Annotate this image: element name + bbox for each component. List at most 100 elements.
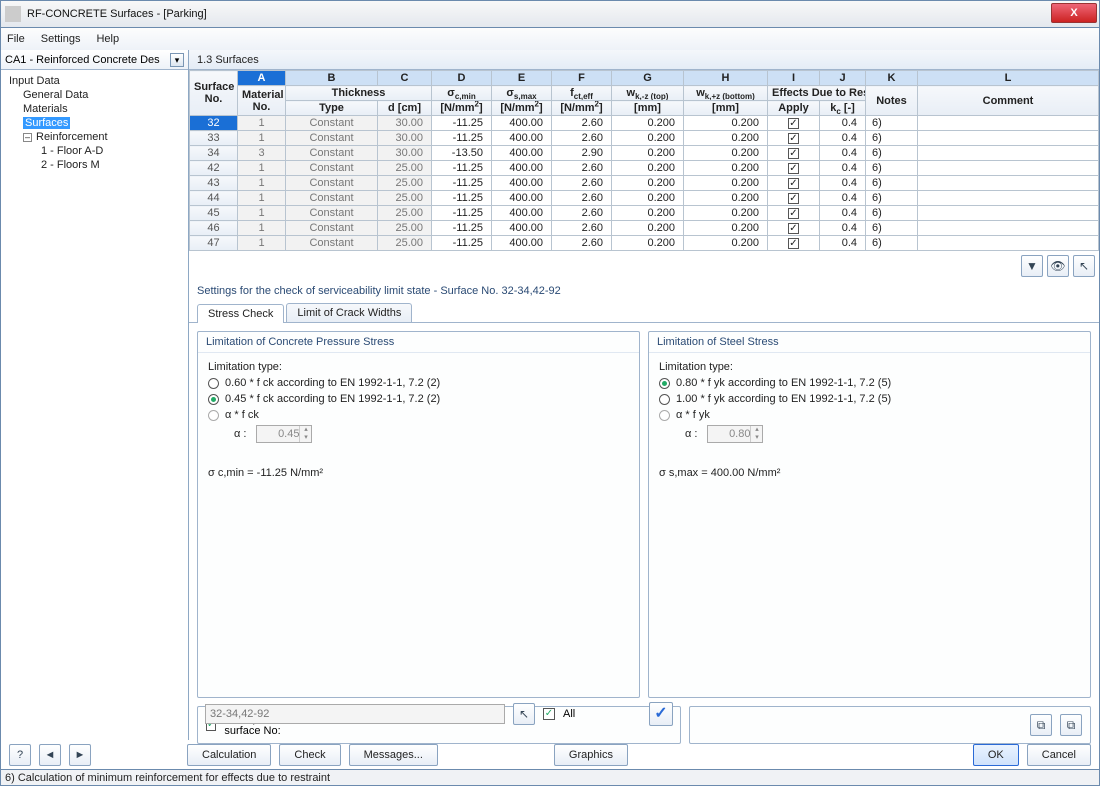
calculation-button[interactable]: Calculation bbox=[187, 744, 271, 766]
cell-material-no[interactable]: 1 bbox=[238, 221, 286, 236]
cell-notes[interactable]: 6) bbox=[866, 236, 918, 251]
cell-kc[interactable]: 0.4 bbox=[820, 221, 866, 236]
cell-fcteff[interactable]: 2.60 bbox=[552, 131, 612, 146]
cell-wk-top[interactable]: 0.200 bbox=[612, 221, 684, 236]
col-thickness[interactable]: Thickness bbox=[286, 86, 432, 101]
cell-apply[interactable]: ✓ bbox=[768, 116, 820, 131]
surfaces-table[interactable]: SurfaceNo. A B C D E F G H I J K L Mater… bbox=[189, 70, 1099, 251]
col-wk-bot[interactable]: wk,+z (bottom) bbox=[684, 86, 768, 101]
cell-material-no[interactable]: 3 bbox=[238, 146, 286, 161]
close-button[interactable]: X bbox=[1051, 3, 1097, 23]
all-checkbox[interactable]: ✓ bbox=[543, 708, 555, 720]
tab-stress-check[interactable]: Stress Check bbox=[197, 304, 284, 323]
cell-sigma-smax[interactable]: 400.00 bbox=[492, 161, 552, 176]
paste-icon[interactable]: ⧉ bbox=[1060, 714, 1082, 736]
cell-surface-no[interactable]: 34 bbox=[190, 146, 238, 161]
checkbox-icon[interactable]: ✓ bbox=[788, 223, 799, 234]
cell-type[interactable]: Constant bbox=[286, 131, 378, 146]
radio-icon[interactable] bbox=[208, 394, 219, 405]
menu-help[interactable]: Help bbox=[96, 33, 119, 45]
col-letter-h[interactable]: H bbox=[684, 71, 768, 86]
cell-type[interactable]: Constant bbox=[286, 206, 378, 221]
col-letter-f[interactable]: F bbox=[552, 71, 612, 86]
cell-wk-bot[interactable]: 0.200 bbox=[684, 221, 768, 236]
cell-fcteff[interactable]: 2.60 bbox=[552, 206, 612, 221]
cell-material-no[interactable]: 1 bbox=[238, 176, 286, 191]
cell-sigma-smax[interactable]: 400.00 bbox=[492, 236, 552, 251]
cell-kc[interactable]: 0.4 bbox=[820, 116, 866, 131]
col-letter-j[interactable]: J bbox=[820, 71, 866, 86]
cell-wk-top[interactable]: 0.200 bbox=[612, 146, 684, 161]
menu-file[interactable]: File bbox=[7, 33, 25, 45]
col-wk-top[interactable]: wk,-z (top) bbox=[612, 86, 684, 101]
cell-type[interactable]: Constant bbox=[286, 161, 378, 176]
cell-sigma-cmin[interactable]: -11.25 bbox=[432, 161, 492, 176]
cell-wk-bot[interactable]: 0.200 bbox=[684, 161, 768, 176]
concrete-opt3[interactable]: α * f ck bbox=[208, 409, 629, 421]
radio-icon[interactable] bbox=[659, 410, 670, 421]
radio-icon[interactable] bbox=[208, 410, 219, 421]
cell-wk-bot[interactable]: 0.200 bbox=[684, 236, 768, 251]
pick-icon[interactable]: ↖ bbox=[1073, 255, 1095, 277]
cell-wk-top[interactable]: 0.200 bbox=[612, 236, 684, 251]
cell-material-no[interactable]: 1 bbox=[238, 161, 286, 176]
cell-type[interactable]: Constant bbox=[286, 176, 378, 191]
radio-icon[interactable] bbox=[659, 394, 670, 405]
checkbox-icon[interactable]: ✓ bbox=[788, 238, 799, 249]
cell-surface-no[interactable]: 43 bbox=[190, 176, 238, 191]
checkbox-icon[interactable]: ✓ bbox=[788, 148, 799, 159]
col-notes[interactable]: Notes bbox=[866, 86, 918, 116]
cell-type[interactable]: Constant bbox=[286, 191, 378, 206]
cell-d[interactable]: 30.00 bbox=[378, 146, 432, 161]
cell-fcteff[interactable]: 2.60 bbox=[552, 221, 612, 236]
cell-sigma-cmin[interactable]: -11.25 bbox=[432, 131, 492, 146]
cell-apply[interactable]: ✓ bbox=[768, 146, 820, 161]
cell-type[interactable]: Constant bbox=[286, 236, 378, 251]
cell-kc[interactable]: 0.4 bbox=[820, 236, 866, 251]
cell-surface-no[interactable]: 46 bbox=[190, 221, 238, 236]
cell-type[interactable]: Constant bbox=[286, 146, 378, 161]
help-icon[interactable]: ? bbox=[9, 744, 31, 766]
col-kc[interactable]: kc [-] bbox=[820, 101, 866, 116]
checkbox-icon[interactable]: ✓ bbox=[788, 133, 799, 144]
steel-opt3[interactable]: α * f yk bbox=[659, 409, 1080, 421]
checkbox-icon[interactable]: ✓ bbox=[788, 178, 799, 189]
cell-notes[interactable]: 6) bbox=[866, 146, 918, 161]
cancel-button[interactable]: Cancel bbox=[1027, 744, 1091, 766]
cell-apply[interactable]: ✓ bbox=[768, 176, 820, 191]
cell-wk-bot[interactable]: 0.200 bbox=[684, 146, 768, 161]
cell-wk-bot[interactable]: 0.200 bbox=[684, 176, 768, 191]
cell-type[interactable]: Constant bbox=[286, 221, 378, 236]
cell-d[interactable]: 25.00 bbox=[378, 236, 432, 251]
cell-wk-bot[interactable]: 0.200 bbox=[684, 206, 768, 221]
cell-d[interactable]: 30.00 bbox=[378, 116, 432, 131]
cell-notes[interactable]: 6) bbox=[866, 176, 918, 191]
col-sigma-cmin[interactable]: σc,min bbox=[432, 86, 492, 101]
cell-notes[interactable]: 6) bbox=[866, 221, 918, 236]
concrete-opt2[interactable]: 0.45 * f ck according to EN 1992-1-1, 7.… bbox=[208, 393, 629, 405]
cell-apply[interactable]: ✓ bbox=[768, 131, 820, 146]
cell-comment[interactable] bbox=[918, 161, 1099, 176]
cell-d[interactable]: 25.00 bbox=[378, 206, 432, 221]
table-row[interactable]: 441Constant25.00-11.25400.002.600.2000.2… bbox=[190, 191, 1099, 206]
cell-material-no[interactable]: 1 bbox=[238, 131, 286, 146]
cell-fcteff[interactable]: 2.60 bbox=[552, 116, 612, 131]
cell-comment[interactable] bbox=[918, 146, 1099, 161]
messages-button[interactable]: Messages... bbox=[349, 744, 438, 766]
cell-kc[interactable]: 0.4 bbox=[820, 176, 866, 191]
cell-sigma-cmin[interactable]: -11.25 bbox=[432, 221, 492, 236]
tree-input-data[interactable]: Input Data bbox=[5, 74, 184, 88]
copy-icon[interactable]: ⧉ bbox=[1030, 714, 1052, 736]
cell-wk-top[interactable]: 0.200 bbox=[612, 206, 684, 221]
cell-sigma-cmin[interactable]: -11.25 bbox=[432, 116, 492, 131]
col-type[interactable]: Type bbox=[286, 101, 378, 116]
tree-surfaces[interactable]: Surfaces bbox=[5, 116, 184, 130]
tree-reinf-1[interactable]: 1 - Floor A-D bbox=[5, 144, 184, 158]
cell-surface-no[interactable]: 44 bbox=[190, 191, 238, 206]
cell-wk-top[interactable]: 0.200 bbox=[612, 116, 684, 131]
tree-reinf-2[interactable]: 2 - Floors M bbox=[5, 158, 184, 172]
cell-kc[interactable]: 0.4 bbox=[820, 161, 866, 176]
col-fcteff[interactable]: fct,eff bbox=[552, 86, 612, 101]
col-comment[interactable]: Comment bbox=[918, 86, 1099, 116]
cell-sigma-smax[interactable]: 400.00 bbox=[492, 191, 552, 206]
